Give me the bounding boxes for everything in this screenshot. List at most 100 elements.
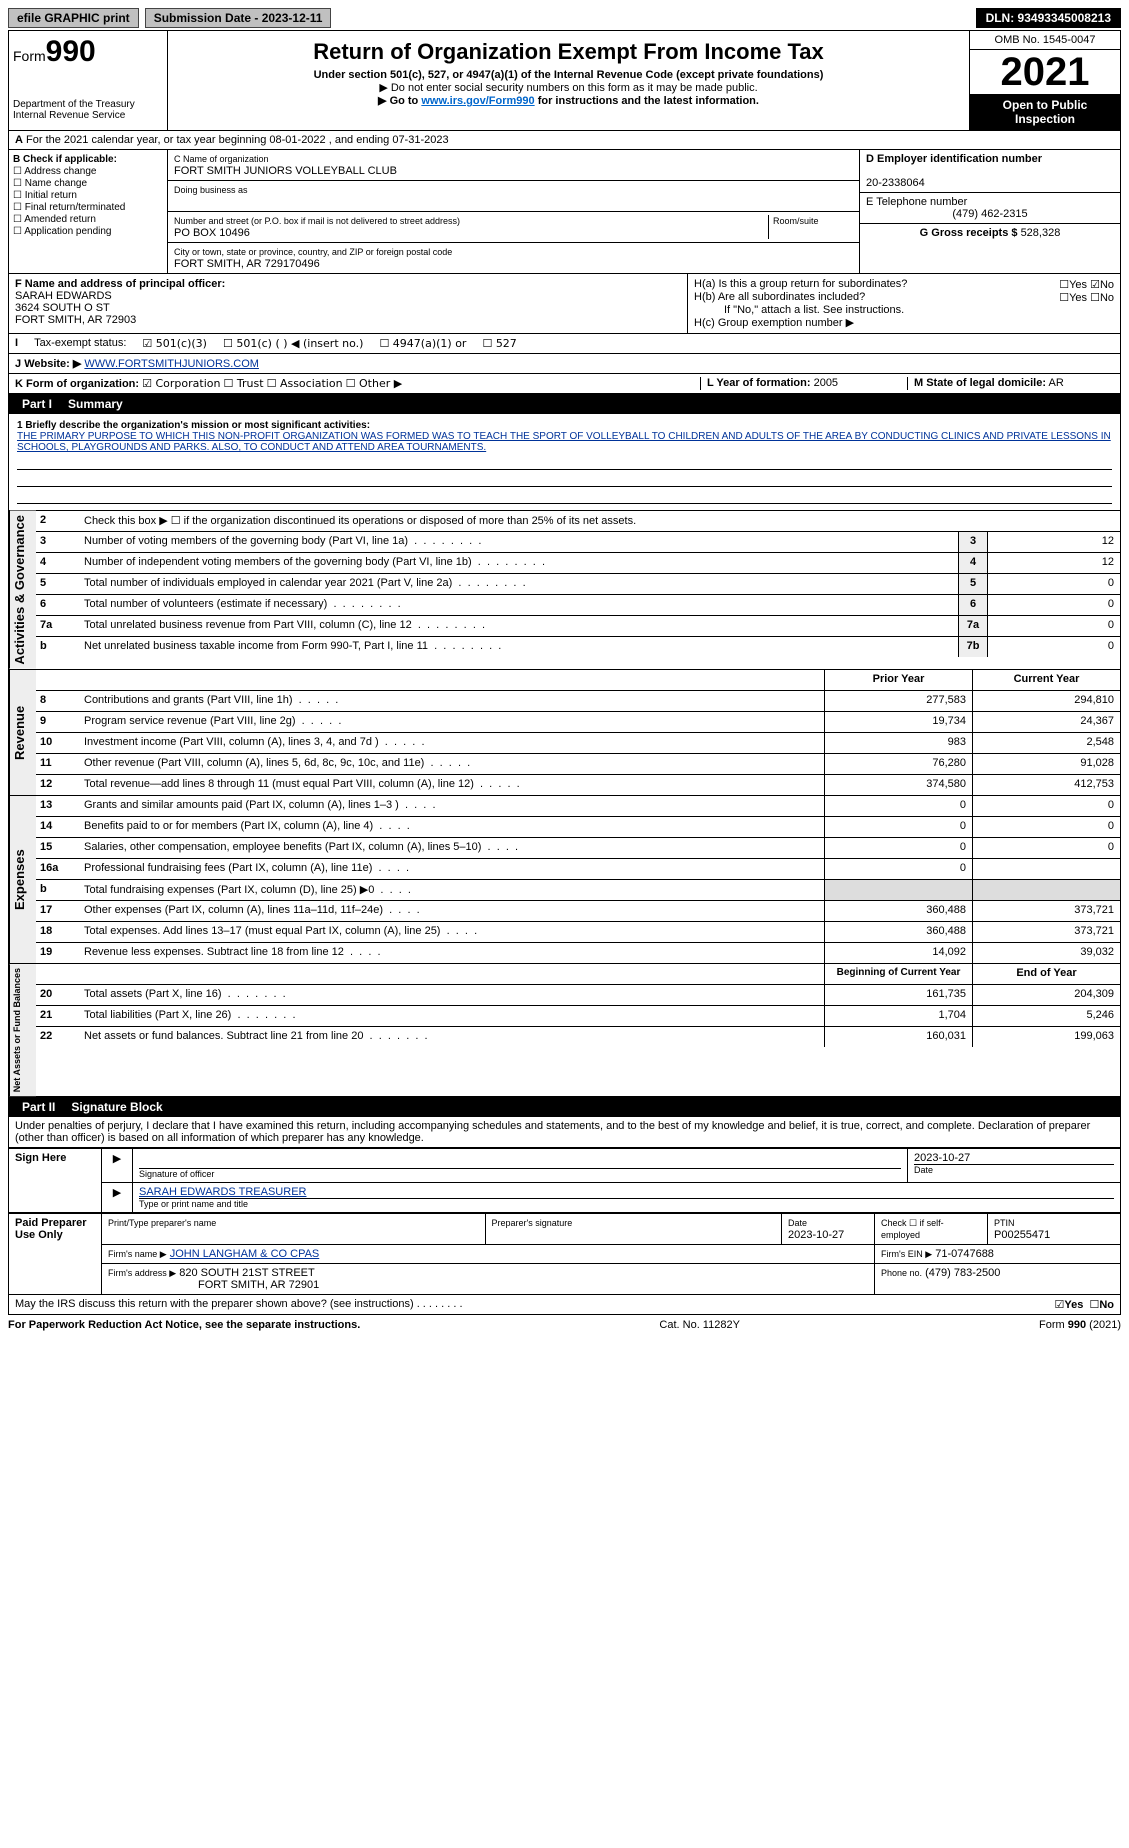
line-3-desc: Number of voting members of the governin… — [80, 532, 958, 552]
sect-na-body: Beginning of Current Year End of Year 20… — [36, 964, 1120, 1096]
line-18-num: 18 — [36, 922, 80, 942]
line-21-end: 5,246 — [972, 1006, 1120, 1026]
line-10-curr: 2,548 — [972, 733, 1120, 753]
submission-btn[interactable]: Submission Date - 2023-12-11 — [145, 8, 332, 28]
check-self-cell: Check ☐ if self-employed — [875, 1213, 988, 1244]
dept-treasury: Department of the Treasury — [13, 99, 163, 110]
firm-phone: (479) 783-2500 — [925, 1267, 1000, 1279]
line-5-box: 5 — [958, 574, 987, 594]
row-i: I Tax-exempt status: ☑ 501(c)(3) ☐ 501(c… — [8, 334, 1121, 354]
line-14: 14 Benefits paid to or for members (Part… — [36, 817, 1120, 838]
hc-lbl: H(c) Group exemption number ▶ — [694, 316, 1114, 329]
line-19-desc: Revenue less expenses. Subtract line 18 … — [80, 943, 824, 963]
org-name: FORT SMITH JUNIORS VOLLEYBALL CLUB — [174, 165, 397, 177]
line-17: 17 Other expenses (Part IX, column (A), … — [36, 901, 1120, 922]
line-19-num: 19 — [36, 943, 80, 963]
chk-501c[interactable]: ☐ 501(c) ( ) ◀ (insert no.) — [223, 337, 363, 350]
line-15-curr: 0 — [972, 838, 1120, 858]
website-val[interactable]: WWW.FORTSMITHJUNIORS.COM — [84, 358, 259, 370]
box-f: F Name and address of principal officer:… — [9, 274, 688, 333]
chk-corp[interactable]: ☑ Corporation — [142, 377, 220, 390]
line-b-num: b — [36, 880, 80, 900]
phone-lbl: E Telephone number — [866, 196, 967, 208]
irs-link[interactable]: www.irs.gov/Form990 — [421, 95, 534, 107]
org-city: FORT SMITH, AR 729170496 — [174, 258, 320, 270]
chk-address[interactable]: ☐ Address change — [13, 166, 163, 177]
sect-ag-body: 2 Check this box ▶ ☐ if the organization… — [36, 511, 1120, 669]
chk-other[interactable]: ☐ Other ▶ — [346, 377, 403, 390]
line-22: 22 Net assets or fund balances. Subtract… — [36, 1027, 1120, 1047]
hb-answer: ☐Yes ☐No — [1059, 291, 1114, 304]
chk-name[interactable]: ☐ Name change — [13, 178, 163, 189]
o-501c3: 501(c)(3) — [156, 337, 207, 350]
ha-no: No — [1100, 279, 1114, 291]
line-8-curr: 294,810 — [972, 691, 1120, 711]
row-k-lbl: K Form of organization: — [15, 378, 139, 390]
part-ii-header: Part II Signature Block — [8, 1097, 1121, 1117]
line-10-desc: Investment income (Part VIII, column (A)… — [80, 733, 824, 753]
line-b-curr — [972, 880, 1120, 900]
hb-yes: Yes — [1069, 292, 1087, 304]
open-to-public: Open to Public Inspection — [970, 94, 1120, 130]
line-13-curr: 0 — [972, 796, 1120, 816]
sect-rev-body: Prior Year Current Year 8 Contributions … — [36, 670, 1120, 795]
form-header: Form990 Department of the Treasury Inter… — [8, 30, 1121, 131]
gross-cell: G Gross receipts $ 528,328 — [860, 224, 1120, 242]
chk-pending[interactable]: ☐ Application pending — [13, 226, 163, 237]
gross-lbl: G Gross receipts $ — [920, 227, 1018, 239]
chk-name-lbl: Name change — [25, 178, 87, 189]
blank-line-3 — [17, 489, 1112, 504]
firm-addr-lbl: Firm's address ▶ — [108, 1268, 176, 1278]
k-corp: Corporation — [155, 377, 220, 390]
box-c: C Name of organization FORT SMITH JUNIOR… — [168, 150, 859, 273]
line-b: b Total fundraising expenses (Part IX, c… — [36, 880, 1120, 901]
chk-trust[interactable]: ☐ Trust — [224, 377, 264, 390]
line-20-desc: Total assets (Part X, line 16) . . . . .… — [80, 985, 824, 1005]
blank-line-1 — [17, 455, 1112, 470]
chk-501c3[interactable]: ☑ 501(c)(3) — [142, 337, 207, 350]
may-discuss-text: May the IRS discuss this return with the… — [15, 1298, 463, 1311]
typed-lbl: Type or print name and title — [139, 1198, 1114, 1209]
may-text: May the IRS discuss this return with the… — [15, 1298, 414, 1310]
col-beg: Beginning of Current Year — [824, 964, 972, 984]
box-deg: D Employer identification number 20-2338… — [859, 150, 1120, 273]
gross-val: 528,328 — [1021, 227, 1061, 239]
firm-phone-cell: Phone no. (479) 783-2500 — [875, 1263, 1121, 1294]
line-21-num: 21 — [36, 1006, 80, 1026]
prep-name-cell: Print/Type preparer's name — [102, 1213, 486, 1244]
line-17-curr: 373,721 — [972, 901, 1120, 921]
firm-name-cell: Firm's name ▶ JOHN LANGHAM & CO CPAS — [102, 1244, 875, 1263]
mission-block: 1 Briefly describe the organization's mi… — [8, 414, 1121, 511]
footer-center: Cat. No. 11282Y — [659, 1319, 740, 1331]
line-20-beg: 161,735 — [824, 985, 972, 1005]
chk-initial[interactable]: ☐ Initial return — [13, 190, 163, 201]
org-addr: PO BOX 10496 — [174, 227, 250, 239]
line-16a-prior: 0 — [824, 859, 972, 879]
row-i-lbl: Tax-exempt status: — [34, 337, 126, 350]
na-col-hdr: Beginning of Current Year End of Year — [36, 964, 1120, 985]
line-13-prior: 0 — [824, 796, 972, 816]
efile-btn[interactable]: efile GRAPHIC print — [8, 8, 139, 28]
row-a: A For the 2021 calendar year, or tax yea… — [8, 131, 1121, 150]
line-16a-num: 16a — [36, 859, 80, 879]
chk-final[interactable]: ☐ Final return/terminated — [13, 202, 163, 213]
declaration: Under penalties of perjury, I declare th… — [8, 1117, 1121, 1148]
row-m-val: AR — [1048, 377, 1063, 389]
header-center: Return of Organization Exempt From Incom… — [168, 31, 969, 130]
chk-4947[interactable]: ☐ 4947(a)(1) or — [379, 337, 466, 350]
line-19-curr: 39,032 — [972, 943, 1120, 963]
phone-val: (479) 462-2315 — [866, 208, 1114, 220]
city-cell: City or town, state or province, country… — [168, 243, 859, 273]
entity-block: B Check if applicable: ☐ Address change … — [8, 150, 1121, 274]
firm-name: JOHN LANGHAM & CO CPAS — [170, 1248, 320, 1260]
line-8: 8 Contributions and grants (Part VIII, l… — [36, 691, 1120, 712]
chk-527[interactable]: ☐ 527 — [482, 337, 516, 350]
may-answer: ☑Yes ☐No — [1055, 1298, 1115, 1311]
chk-assoc[interactable]: ☐ Association — [267, 377, 343, 390]
line-b-desc: Net unrelated business taxable income fr… — [80, 637, 958, 657]
chk-amended[interactable]: ☐ Amended return — [13, 214, 163, 225]
line-12-curr: 412,753 — [972, 775, 1120, 795]
line-7a-box: 7a — [958, 616, 987, 636]
part-ii-title: Part II — [16, 1100, 61, 1114]
line-6-val: 0 — [987, 595, 1120, 615]
